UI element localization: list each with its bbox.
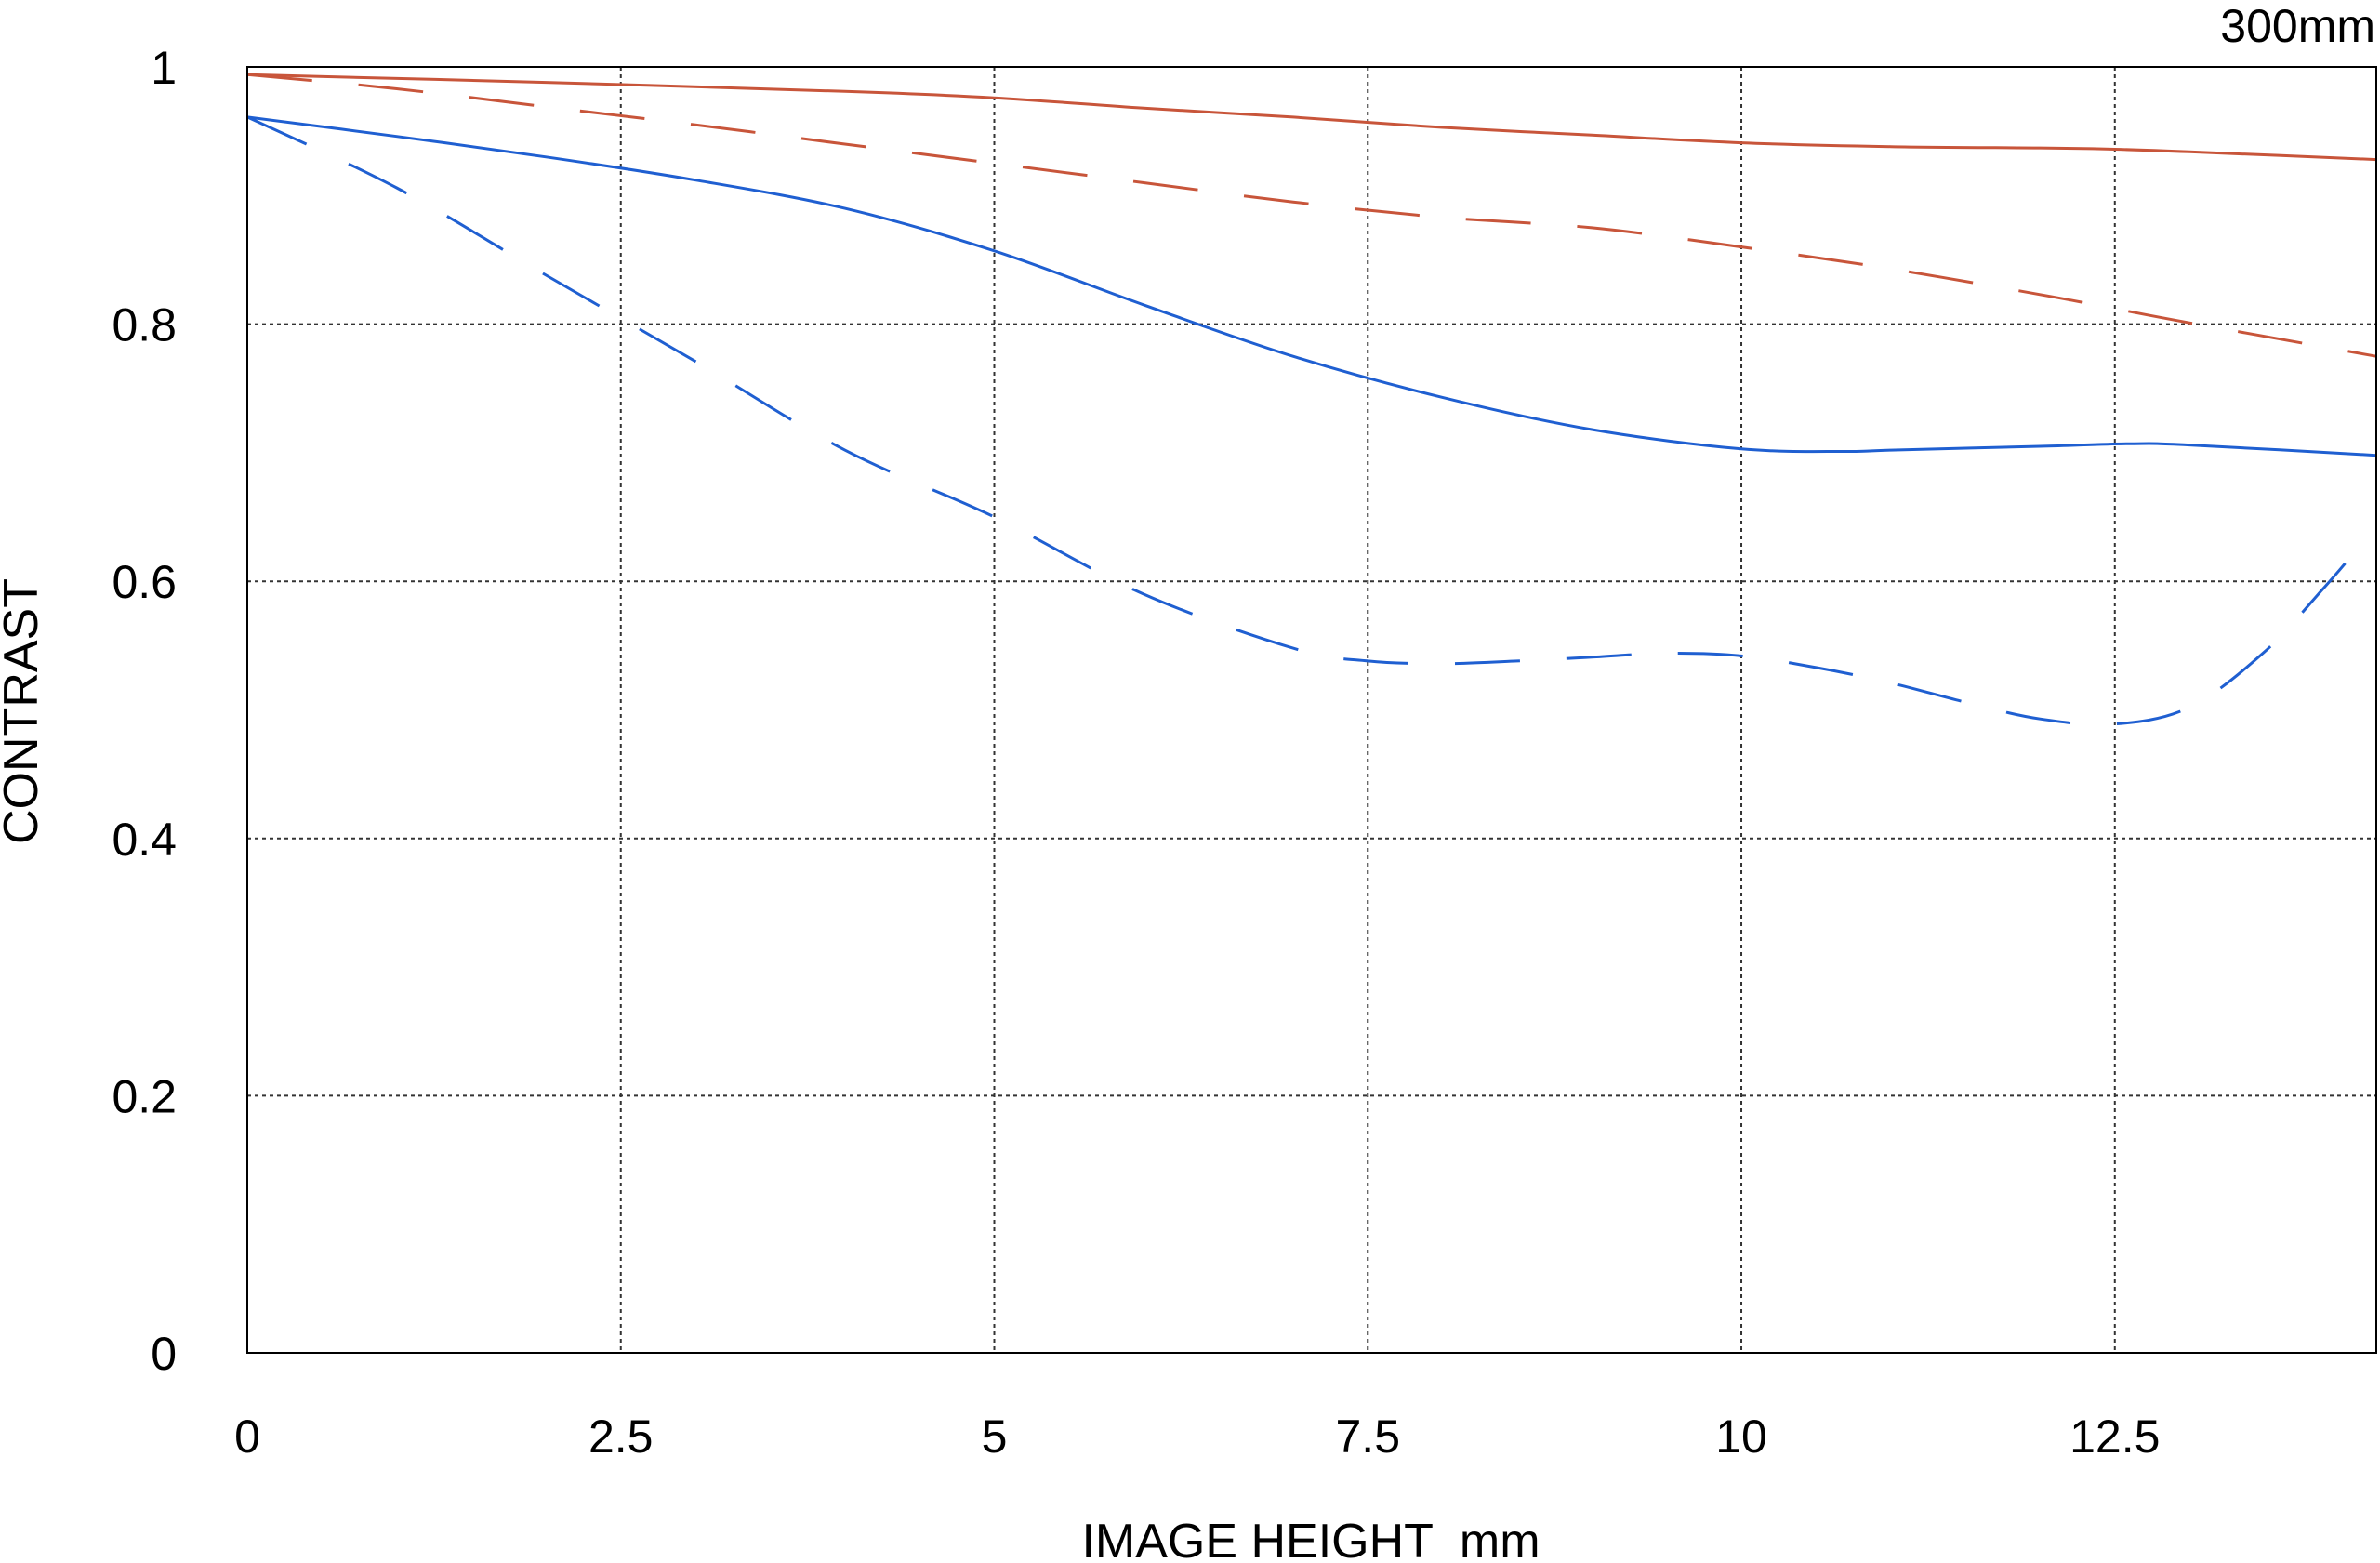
series-meridional-coarse bbox=[246, 73, 2377, 358]
x-tick-label: 2.5 bbox=[588, 1411, 654, 1463]
series-sagittal-coarse bbox=[246, 73, 2377, 162]
grid-lines bbox=[247, 67, 2376, 1353]
y-tick-label: 0 bbox=[151, 1328, 177, 1380]
x-tick-label: 7.5 bbox=[1336, 1411, 1401, 1463]
x-tick-label: 0 bbox=[234, 1411, 260, 1463]
y-tick-label: 0.2 bbox=[112, 1070, 177, 1122]
y-axis-ticks: 0 0.2 0.4 0.6 0.8 1 bbox=[112, 42, 177, 1380]
y-tick-label: 0.8 bbox=[112, 299, 177, 351]
y-tick-label: 0.4 bbox=[112, 814, 177, 866]
x-axis-ticks: 0 2.5 5 7.5 10 12.5 bbox=[234, 1411, 2160, 1463]
series-lines bbox=[246, 73, 2377, 726]
y-axis-title: CONTRAST bbox=[0, 578, 48, 844]
y-tick-label: 1 bbox=[151, 42, 177, 94]
x-tick-label: 12.5 bbox=[2069, 1411, 2160, 1463]
plot-frame bbox=[246, 66, 2377, 1354]
x-tick-label: 10 bbox=[1715, 1411, 1767, 1463]
focal-length-label: 300mm bbox=[2220, 0, 2375, 52]
x-axis-title: IMAGE HEIGHT mm bbox=[1081, 1515, 1540, 1563]
y-tick-label: 0.6 bbox=[112, 556, 177, 608]
x-tick-label: 5 bbox=[982, 1411, 1008, 1463]
series-sagittal-fine bbox=[246, 115, 2377, 457]
series-meridional-fine bbox=[246, 115, 2356, 726]
